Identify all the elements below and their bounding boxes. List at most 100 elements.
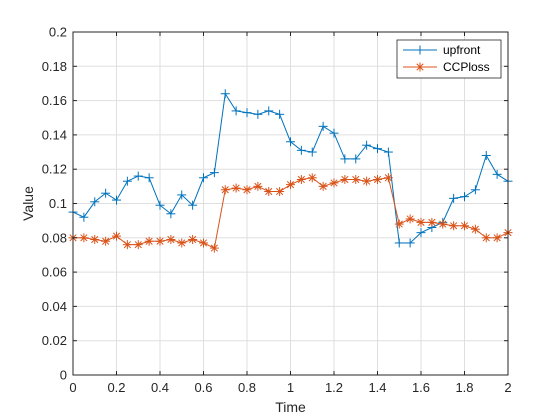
data-point (340, 174, 350, 184)
data-point (492, 169, 502, 179)
x-tick-label: 1 (287, 380, 294, 395)
data-point (394, 219, 404, 229)
data-point (166, 235, 176, 245)
data-point (275, 109, 285, 119)
data-point (122, 240, 132, 250)
data-point (253, 109, 263, 119)
x-tick-label: 0.6 (194, 380, 212, 395)
data-point (101, 188, 111, 198)
data-point (329, 178, 339, 188)
legend-label: CCPloss (443, 60, 490, 74)
data-point (242, 108, 252, 118)
data-point (449, 221, 459, 231)
data-point (242, 185, 252, 195)
x-tick-label: 1.4 (368, 380, 386, 395)
y-tick-labels: 0 0.02 0.04 0.06 0.08 0.1 0.12 0.14 0.16 0.18 0.2 (42, 25, 67, 383)
series-upfront (68, 89, 513, 248)
data-point (470, 185, 480, 195)
data-point (188, 235, 198, 245)
data-point (340, 154, 350, 164)
data-point (133, 240, 143, 250)
x-tick-label: 0.4 (151, 380, 169, 395)
data-point (307, 173, 317, 183)
data-point (79, 212, 89, 222)
legend-marker (415, 62, 425, 72)
data-point (286, 180, 295, 190)
data-point (318, 121, 328, 131)
y-tick-label: 0.04 (42, 299, 67, 314)
x-tick-label: 2 (504, 380, 511, 395)
data-point (166, 209, 176, 219)
data-point (253, 181, 263, 191)
data-point (492, 233, 502, 243)
data-point (90, 197, 100, 207)
data-point (394, 238, 404, 248)
data-point (231, 183, 241, 193)
data-point (351, 174, 361, 184)
data-point (416, 228, 426, 238)
data-point (177, 190, 187, 200)
y-tick-label: 0.14 (42, 127, 67, 142)
data-point (264, 106, 274, 116)
data-point (383, 147, 393, 157)
tick-marks (72, 31, 509, 376)
legend-label: upfront (443, 43, 481, 57)
data-point (383, 173, 393, 183)
data-point (199, 238, 208, 248)
data-point (177, 238, 187, 248)
data-point (449, 193, 459, 203)
x-tick-label: 1.6 (412, 380, 430, 395)
data-point (231, 106, 241, 116)
y-tick-label: 0.16 (42, 93, 67, 108)
data-point (209, 243, 219, 253)
data-point (264, 186, 274, 196)
y-tick-label: 0.02 (42, 333, 67, 348)
y-tick-label: 0.18 (42, 59, 67, 74)
data-point (155, 200, 165, 210)
y-axis-title: Value (20, 186, 36, 221)
data-point (373, 174, 382, 184)
data-point (275, 186, 285, 196)
data-point (79, 233, 89, 243)
data-point (427, 217, 437, 227)
x-tick-labels: 0 0.2 0.4 0.6 0.8 1 1.2 1.4 1.6 1.8 2 (69, 380, 511, 395)
data-point (133, 171, 143, 181)
legend-box (396, 39, 502, 79)
data-point (460, 192, 469, 202)
data-point (90, 235, 100, 245)
data-point (199, 173, 208, 183)
data-point (220, 185, 230, 195)
x-tick-label: 0 (69, 380, 76, 395)
x-tick-label: 0.8 (238, 380, 256, 395)
data-point (470, 224, 480, 234)
y-tick-label: 0.2 (49, 25, 67, 40)
data-point (438, 219, 448, 229)
data-point (373, 144, 382, 154)
data-point (296, 145, 306, 155)
legend: upfront CCPloss (396, 39, 502, 79)
data-point (209, 168, 219, 178)
data-point (112, 231, 121, 241)
data-point (155, 236, 165, 246)
data-point (286, 137, 295, 147)
series-layer (68, 89, 513, 253)
data-point (405, 238, 415, 248)
x-axis-title: Time (275, 399, 306, 415)
data-point (405, 214, 415, 224)
data-point (362, 176, 372, 186)
data-point (144, 173, 154, 183)
data-point (481, 150, 491, 160)
y-tick-label: 0 (60, 368, 67, 383)
data-point (188, 200, 198, 210)
data-point (481, 233, 491, 243)
data-point (318, 181, 328, 191)
x-tick-label: 1.8 (455, 380, 473, 395)
x-tick-label: 0.2 (107, 380, 125, 395)
data-point (220, 89, 230, 99)
data-point (460, 221, 469, 231)
data-point (112, 195, 121, 205)
legend-entry: CCPloss (403, 60, 490, 74)
legend-entry: upfront (403, 43, 481, 57)
data-point (362, 140, 372, 150)
data-point (351, 154, 361, 164)
